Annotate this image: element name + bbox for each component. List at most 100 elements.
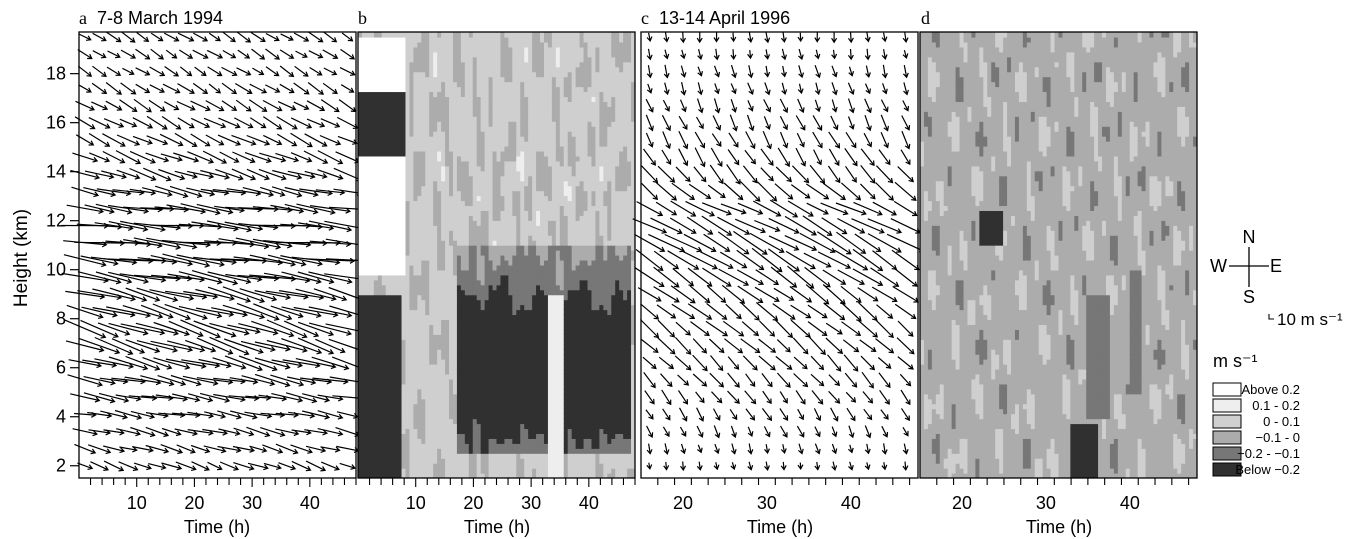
field-cell [389,349,395,355]
field-cell [413,423,418,430]
field-cell [405,468,411,474]
field-cell [532,259,537,266]
field-cell [536,468,541,474]
field-cell [476,46,482,53]
field-cell [516,378,521,385]
field-cell [361,61,367,68]
field-cell [417,354,422,360]
field-cell [429,393,434,400]
field-cell [433,106,438,112]
wind-vector [294,65,309,77]
field-cell [508,81,513,88]
field-cell [528,111,533,117]
field-cell [373,433,379,439]
field-cell [445,314,450,321]
field-cell [536,398,541,405]
wind-vector [232,445,256,453]
field-cell [389,230,395,236]
wind-vector [103,118,125,128]
field-cell [409,388,414,395]
field-cell [377,359,383,365]
field-cell [429,66,434,73]
field-cell [413,428,418,434]
field-cell [401,245,407,251]
field-cell [393,433,399,439]
field-cell [405,101,411,107]
field-cell [472,284,478,291]
field-cell [504,81,509,88]
wind-vector [105,100,123,111]
field-cell [512,255,517,261]
field-cell [429,438,434,444]
field-cell [508,126,513,132]
field-cell [389,136,395,142]
field-cell [508,240,513,246]
field-cell [468,210,474,216]
field-cell [516,230,521,236]
field-cell [405,111,411,117]
field-cell [532,41,537,48]
field-cell [460,160,466,167]
field-cell [532,319,537,325]
field-cell [532,71,537,78]
field-cell [532,364,537,370]
field-cell [472,51,478,58]
field-cell [381,443,387,449]
wind-vector [149,289,195,301]
field-cell [433,354,438,360]
field-cell [464,136,470,142]
field-cell [409,393,414,400]
field-cell [528,373,533,380]
field-cell [512,349,517,355]
field-cell [405,329,411,335]
field-cell [401,155,407,162]
field-cell [480,393,486,400]
field-cell [381,51,387,58]
field-cell [520,225,525,231]
wind-vector [115,150,142,165]
field-cell [500,51,506,58]
field-cell [385,334,391,340]
field-cell [401,225,407,231]
field-cell [512,324,517,330]
field-cell [358,116,363,122]
field-cell [358,274,363,281]
field-cell [452,220,458,226]
field-cell [433,66,438,73]
field-cell [385,160,391,167]
field-cell [496,408,502,415]
field-cell [452,373,458,380]
field-cell [397,408,403,415]
field-cell [452,408,458,415]
field-cell [476,195,482,202]
field-cell [524,349,529,355]
field-cell [524,418,529,425]
field-cell [516,101,521,107]
field-cell [464,299,470,306]
field-cell [532,91,537,98]
field-cell [464,438,470,444]
field-cell [460,66,466,73]
wind-vector [178,271,223,285]
field-cell [508,96,513,102]
field-cell [476,319,482,325]
field-cell [516,235,521,241]
field-cell [452,309,458,316]
field-cell [528,453,533,459]
field-cell [405,185,411,192]
wind-vector [108,322,149,336]
field-cell [536,334,541,340]
field-cell [468,116,474,122]
field-cell [373,299,379,306]
field-cell [437,428,442,434]
field-cell [536,32,541,38]
field-cell [437,334,442,340]
wind-vector [155,185,189,199]
field-cell [445,368,450,375]
field-cell [417,36,422,43]
field-cell [373,393,379,400]
field-cell [433,294,438,301]
field-cell [476,86,482,93]
field-cell [441,259,446,266]
field-cell [405,413,411,420]
